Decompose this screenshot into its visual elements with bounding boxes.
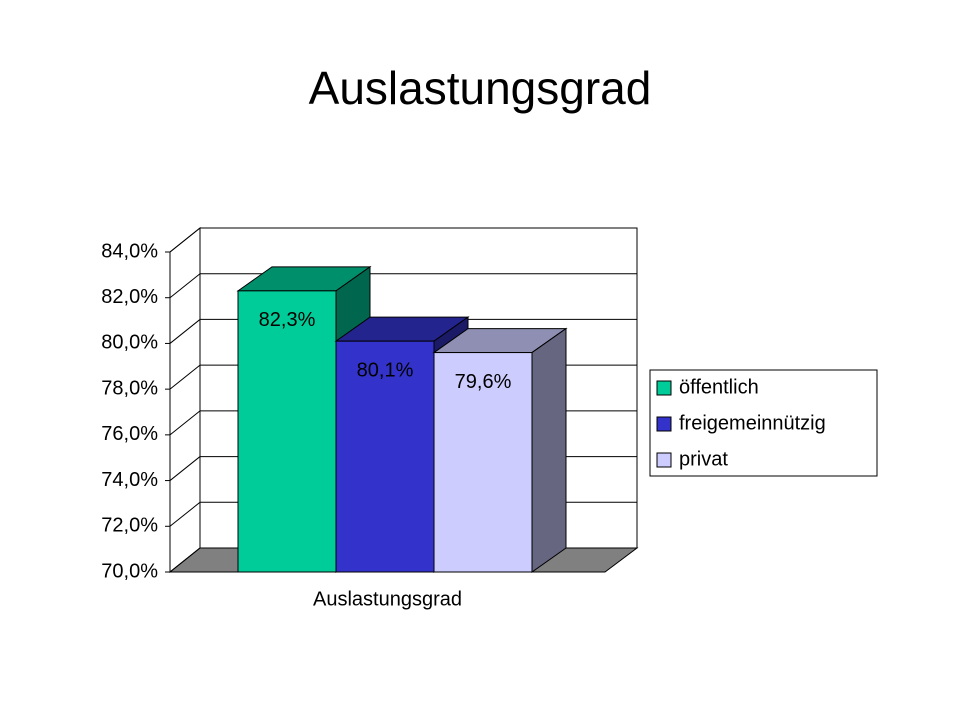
grid-line <box>169 547 201 573</box>
side-wall <box>169 226 201 574</box>
legend-swatch <box>656 380 672 396</box>
chart-title: Auslastungsgrad <box>309 62 652 114</box>
y-tick-label: 72,0% <box>101 515 158 537</box>
grid-line <box>169 319 201 344</box>
y-tick-label: 84,0% <box>101 240 158 262</box>
value-label: 82,3% <box>259 309 316 331</box>
legend-swatch <box>656 452 672 468</box>
legend-label: privat <box>679 448 728 470</box>
value-label: 80,1% <box>357 359 414 381</box>
grid-line <box>169 364 201 390</box>
legend-label: freigemeinnützig <box>679 412 826 434</box>
bar <box>433 352 533 573</box>
x-tick-label: Auslastungsgrad <box>313 588 462 610</box>
legend-swatch <box>656 416 672 432</box>
y-tick-label: 80,0% <box>101 332 158 354</box>
y-tick-label: 82,0% <box>101 286 158 308</box>
legend <box>649 369 878 477</box>
grid-line <box>169 273 201 299</box>
grid-line <box>169 227 201 253</box>
bar-side <box>531 327 567 573</box>
legend-label: öffentlich <box>679 376 759 398</box>
y-tick-label: 70,0% <box>101 560 158 582</box>
grid-line <box>169 410 201 436</box>
bar <box>237 290 337 573</box>
bar <box>335 340 435 573</box>
y-tick-label: 78,0% <box>101 377 158 399</box>
grid-line <box>169 501 201 527</box>
value-label: 79,6% <box>455 371 512 393</box>
y-tick-label: 76,0% <box>101 423 158 445</box>
grid-line <box>169 456 201 481</box>
y-tick-label: 74,0% <box>101 469 158 491</box>
